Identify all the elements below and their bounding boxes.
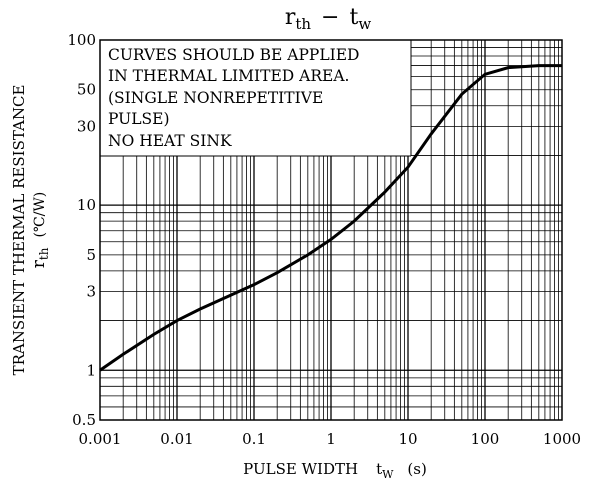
- note-line: (SINGLE NONREPETITIVE: [108, 89, 323, 107]
- y-axis-sym-sub: th: [37, 247, 51, 260]
- note-line: PULSE): [108, 110, 170, 128]
- x-axis-unit: (s): [407, 460, 426, 478]
- y-tick-label: 0.5: [72, 411, 96, 429]
- y-tick-label: 50: [77, 81, 96, 99]
- note-line: CURVES SHOULD BE APPLIED: [108, 46, 360, 64]
- title-r-sub: th: [295, 15, 311, 33]
- x-axis-label: PULSE WIDTH tW (s): [243, 460, 427, 481]
- title-dash: −: [321, 5, 339, 30]
- x-tick-label: 0.001: [79, 430, 122, 448]
- series-line: [99, 64, 562, 372]
- y-tick-label: 5: [86, 246, 96, 264]
- y-tick-label: 1: [86, 361, 96, 379]
- x-tick-label: 0.1: [242, 430, 266, 448]
- x-tick-label: 100: [471, 430, 500, 448]
- note-box: CURVES SHOULD BE APPLIED IN THERMAL LIMI…: [100, 40, 412, 157]
- x-axis-sym: t: [376, 460, 382, 478]
- y-axis-label: TRANSIENT THERMAL RESISTANCE rth (℃/W): [10, 85, 51, 376]
- x-tick-label: 1: [326, 430, 336, 448]
- y-tick-label: 3: [86, 282, 96, 300]
- chart-title: rth − tw: [285, 5, 372, 33]
- x-tick-labels: 0.001 0.01 0.1 1 10 100 1000: [79, 430, 582, 448]
- note-background: [100, 40, 411, 156]
- plot-frame: [99, 39, 563, 421]
- title-t-sub: w: [358, 15, 371, 33]
- y-tick-label: 30: [77, 117, 96, 135]
- x-axis-sym-sub: W: [382, 468, 394, 481]
- y-axis-text: TRANSIENT THERMAL RESISTANCE: [10, 85, 28, 376]
- x-tick-label: 1000: [543, 430, 581, 448]
- y-axis-sym: r: [29, 259, 49, 268]
- y-tick-labels: 0.5 1 3 5 10 30 50 100: [67, 31, 96, 429]
- x-tick-label: 0.01: [160, 430, 193, 448]
- y-axis-unit: (℃/W): [32, 192, 48, 238]
- y-tick-label: 10: [77, 196, 96, 214]
- note-line: NO HEAT SINK: [108, 132, 232, 150]
- note-line: IN THERMAL LIMITED AREA.: [108, 67, 349, 85]
- y-tick-label: 100: [67, 31, 96, 49]
- x-axis-text: PULSE WIDTH: [243, 460, 358, 478]
- title-t: t: [349, 5, 358, 30]
- y-axis-symbol: rth (℃/W): [29, 192, 51, 268]
- x-tick-label: 10: [398, 430, 417, 448]
- title-r: r: [285, 5, 296, 30]
